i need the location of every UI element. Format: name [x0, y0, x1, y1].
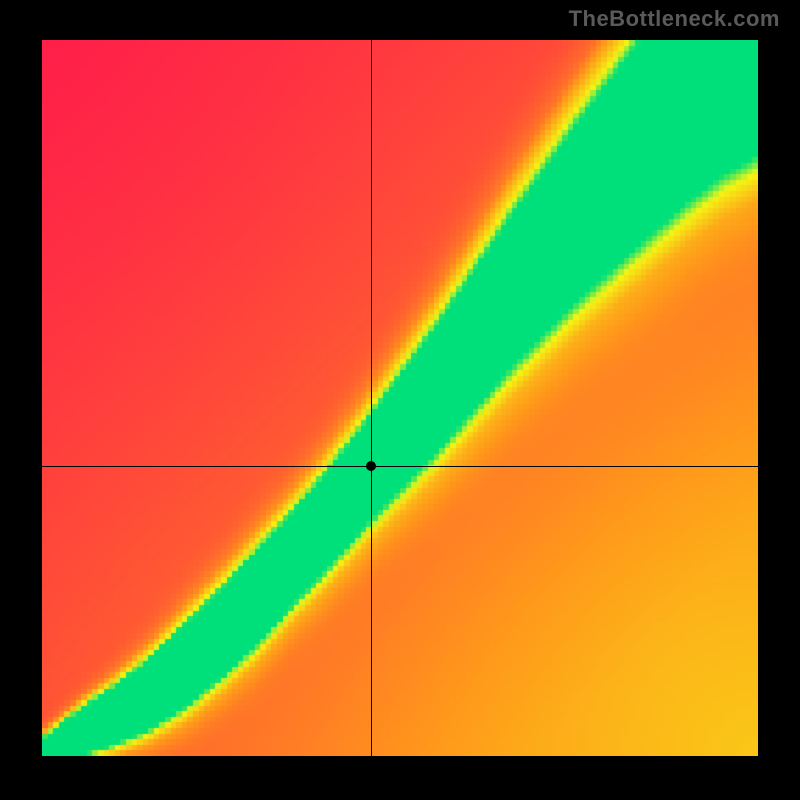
chart-container: TheBottleneck.com [0, 0, 800, 800]
heatmap-plot-area [42, 40, 758, 756]
crosshair-dot [366, 461, 376, 471]
crosshair-vertical [371, 40, 372, 756]
watermark-text: TheBottleneck.com [569, 6, 780, 32]
crosshair-horizontal [42, 466, 758, 467]
heatmap-canvas [42, 40, 758, 756]
